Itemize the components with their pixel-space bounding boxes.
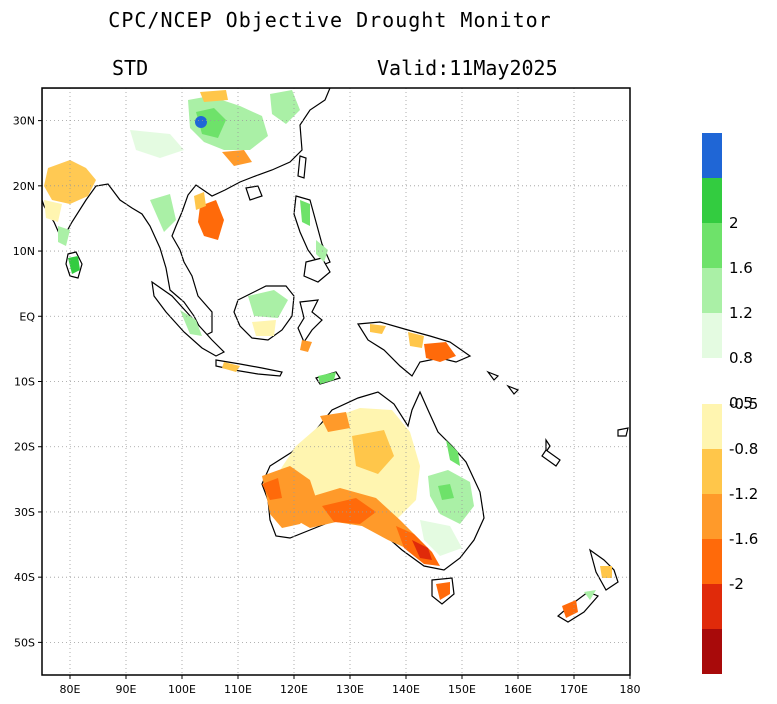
colorbar-dry-swatch — [702, 629, 722, 674]
colorbar-dry-swatch — [702, 584, 722, 629]
wet-patch-queensland-strong — [438, 484, 454, 500]
lat-tick-label: 20S — [14, 441, 35, 454]
colorbar-wet-swatch — [702, 358, 722, 403]
colorbar-dry-swatch — [702, 449, 722, 494]
land-new-guinea — [356, 321, 472, 377]
land-taiwan — [297, 155, 307, 179]
colorbar-wet-label: 0.5 — [729, 394, 753, 412]
lon-tick-label: 140E — [392, 683, 420, 696]
dry-patch-india — [44, 160, 96, 204]
dry-patch-china-north — [200, 90, 228, 102]
lon-tick-label: 130E — [336, 683, 364, 696]
colorbar-dry-label: -1.2 — [729, 485, 758, 503]
dry-patch-australia-bight — [322, 498, 376, 524]
colorbar-wet-swatch — [702, 313, 722, 358]
lon-tick-label: 110E — [224, 683, 252, 696]
land-vanuatu — [545, 438, 551, 454]
lon-tick-label: 160E — [504, 683, 532, 696]
wet-patch-tibet-extreme — [195, 116, 207, 128]
lon-tick-label: 170E — [560, 683, 588, 696]
colorbar-wet-swatch — [702, 133, 722, 178]
colorbar-wet-label: 1.6 — [729, 259, 753, 277]
dry-patch-australia-central — [352, 430, 394, 474]
colorbar-wet-label: 0.8 — [729, 349, 753, 367]
colorbar-wet-swatch — [702, 178, 722, 223]
lon-tick-label: 180 — [620, 683, 641, 696]
dry-patch-java — [222, 362, 240, 372]
lat-tick-label: 30S — [14, 506, 35, 519]
colorbar-dry-label: -0.5 — [729, 395, 758, 413]
wet-patch-borneo — [248, 290, 288, 318]
lon-tick-label: 80E — [60, 683, 81, 696]
land-fiji — [617, 427, 629, 437]
dry-patch-australia-west-severe — [262, 478, 282, 500]
colorbar: 2 1.6 1.2 0.8 0.5-0.5 -0.8 -1.2 -1.6 -2 — [702, 133, 758, 674]
dry-patch-indochina-light — [194, 192, 206, 210]
lat-tick-label: 10N — [13, 245, 35, 258]
dry-patch-borneo — [252, 320, 276, 336]
land-java — [215, 359, 283, 377]
dry-patch-new-guinea — [424, 342, 456, 362]
colorbar-dry-swatch — [702, 539, 722, 584]
variable-label: STD — [112, 56, 149, 80]
wet-patch-nz — [584, 590, 596, 600]
wet-patch-myanmar — [150, 194, 176, 232]
wet-patch-india-south — [58, 226, 70, 246]
land-asia-mainland — [42, 88, 331, 337]
dry-patch-new-guinea-west — [370, 324, 386, 334]
dry-patch-new-guinea-light — [408, 332, 424, 348]
wet-patch-china-east — [270, 90, 300, 124]
dry-patch-australia-north — [320, 412, 350, 432]
wet-patch-tibet-strong — [196, 108, 226, 138]
lon-tick-label: 120E — [280, 683, 308, 696]
lat-tick-label: 10S — [14, 376, 35, 389]
colorbar-wet-label: 1.2 — [729, 304, 753, 322]
dry-patch-tasmania — [436, 582, 450, 600]
lon-tick-label: 100E — [168, 683, 196, 696]
dry-patch-china-south — [222, 150, 252, 166]
dry-patch-nz-north — [600, 566, 612, 578]
dry-patch-victoria-extreme — [412, 540, 432, 560]
wet-patch-sumatra — [180, 310, 202, 336]
wet-patch-philippines — [300, 200, 310, 226]
colorbar-wet-swatch — [702, 223, 722, 268]
colorbar-dry-swatch — [702, 404, 722, 449]
lon-tick-label: 150E — [448, 683, 476, 696]
dry-patch-sulawesi — [300, 340, 312, 352]
land-sulawesi — [297, 299, 323, 344]
wet-patch-qld-coast — [446, 440, 460, 466]
valid-date: Valid:11May2025 — [377, 56, 558, 80]
map-title: CPC/NCEP Objective Drought Monitor — [108, 8, 552, 32]
lat-tick-label: EQ — [19, 310, 35, 323]
longitude-axis: 80E 90E 100E 110E 120E 130E 140E 150E 160E 170E 18… — [60, 675, 641, 696]
lat-tick-label: 50S — [14, 636, 35, 649]
map-content — [42, 88, 630, 675]
dry-patch-india-light — [44, 200, 62, 222]
colorbar-dry-label: -1.6 — [729, 530, 758, 548]
land-mindanao — [303, 257, 331, 283]
colorbar-wet-label: 2 — [729, 214, 739, 232]
lat-tick-label: 30N — [13, 115, 35, 128]
colorbar-dry-label: -0.8 — [729, 440, 758, 458]
wet-patch-sri-lanka — [68, 256, 80, 274]
wet-patch-timor — [318, 372, 336, 384]
colorbar-dry-swatch — [702, 494, 722, 539]
dry-patch-indochina — [198, 200, 224, 240]
latitude-axis: 30N 20N 10N EQ 10S 20S 30S 40S 50S — [13, 115, 42, 649]
colorbar-wet-swatch — [702, 268, 722, 313]
lat-tick-label: 40S — [14, 571, 35, 584]
wet-patch-nsw — [420, 520, 462, 556]
land-hainan — [245, 185, 263, 201]
colorbar-dry-label: -2 — [729, 575, 744, 593]
land-new-caledonia — [541, 449, 561, 467]
lat-tick-label: 20N — [13, 180, 35, 193]
wet-patch-himalaya — [130, 130, 184, 158]
land-solomon-islands — [486, 370, 520, 395]
lon-tick-label: 90E — [116, 683, 137, 696]
